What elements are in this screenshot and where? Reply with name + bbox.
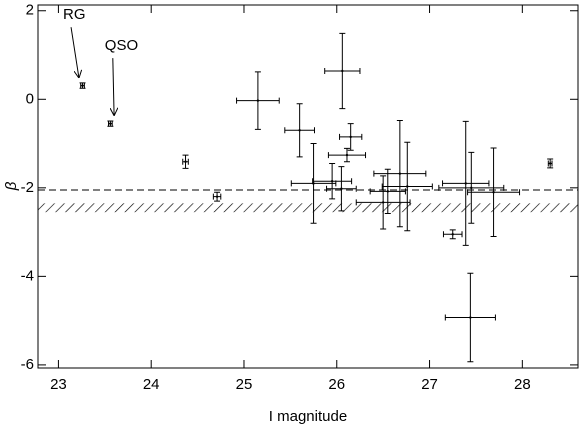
data-point: [469, 316, 472, 319]
data-point: [492, 191, 495, 194]
x-tick-label: 26: [328, 376, 345, 393]
y-tick-label: -6: [21, 356, 34, 373]
x-tick-label: 23: [50, 376, 67, 393]
data-point: [298, 129, 301, 132]
y-tick-label: -4: [21, 267, 34, 284]
y-tick-label: 0: [26, 90, 34, 107]
data-point: [81, 84, 84, 87]
data-point: [345, 153, 349, 157]
data-point: [215, 195, 219, 198]
data-point: [548, 162, 552, 165]
data-point: [381, 201, 385, 204]
data-point: [330, 179, 334, 183]
x-tick-label: 27: [421, 376, 438, 393]
y-tick-label: 2: [26, 2, 34, 19]
data-point: [470, 186, 473, 190]
data-point: [109, 122, 112, 125]
annotation: RG: [63, 6, 85, 23]
data-point: [184, 160, 187, 163]
data-point: [451, 233, 454, 236]
x-tick-label: 28: [514, 376, 531, 393]
data-point: [340, 187, 343, 190]
annotation-arrow: [70, 27, 79, 77]
x-axis-label: I magnitude: [269, 408, 347, 425]
annotation: QSO: [105, 37, 138, 54]
plot-frame: [37, 4, 579, 369]
data-point: [386, 190, 389, 193]
x-tick-label: 25: [236, 376, 253, 393]
annotation-arrow: [113, 58, 114, 115]
data-point: [341, 69, 344, 73]
data-point: [464, 182, 467, 185]
data-point: [398, 172, 402, 175]
data-point: [406, 185, 409, 188]
hatched-band: [38, 203, 578, 213]
data-point: [349, 135, 352, 139]
x-tick-label: 24: [143, 376, 160, 393]
data-point: [256, 99, 260, 102]
y-tick-label: -2: [21, 179, 34, 196]
y-axis-label: β: [3, 181, 20, 191]
